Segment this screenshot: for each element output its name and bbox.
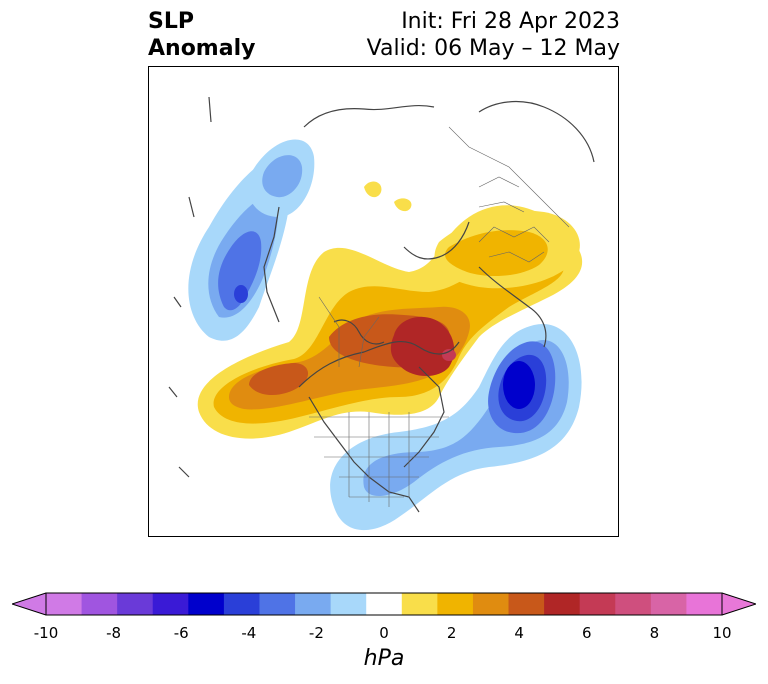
colorbar-outline: [45, 592, 723, 616]
colorbar-tick-label: -8: [106, 624, 122, 642]
colorbar-segment: [650, 593, 687, 615]
colorbar-tick-label: -6: [173, 624, 189, 642]
colorbar-segment: [544, 593, 581, 615]
colorbar-segment: [259, 593, 296, 615]
colorbar-segment: [615, 593, 652, 615]
colorbar-segment: [117, 593, 154, 615]
colorbar: [12, 592, 756, 616]
colorbar-tick-label: 6: [582, 624, 592, 642]
positive-anomaly-arctic: [197, 181, 583, 439]
valid-range: Valid: 06 May – 12 May: [366, 36, 620, 61]
colorbar-segment: [152, 593, 189, 615]
anomaly-map: [148, 66, 619, 537]
init-date: Init: Fri 28 Apr 2023: [401, 9, 620, 34]
colorbar-segment: [579, 593, 616, 615]
colorbar-segment: [472, 593, 510, 615]
map-title: SLP Anomaly: [148, 8, 255, 62]
title-variable-line1: SLP: [148, 9, 194, 34]
colorbar-segment: [508, 593, 545, 615]
map-svg: [168, 96, 595, 531]
colorbar-tick-label: 2: [446, 624, 457, 642]
forecast-dates: Init: Fri 28 Apr 2023 Valid: 06 May – 12…: [367, 8, 620, 62]
colorbar-tick-label: 8: [649, 624, 660, 642]
negative-anomaly-pacific: [188, 139, 315, 341]
colorbar-segment: [188, 593, 225, 615]
colorbar-segment: [295, 593, 332, 615]
colorbar-tick-label: -4: [241, 624, 257, 642]
colorbar-segment: [330, 593, 367, 615]
title-variable-line2: Anomaly: [148, 36, 256, 61]
colorbar-tick-label: -2: [308, 624, 324, 642]
colorbar-tick-label: 10: [712, 624, 732, 642]
colorbar-segment: [223, 593, 260, 615]
colorbar-tick-label: 0: [379, 624, 389, 642]
colorbar-under-arrow: [12, 593, 46, 615]
colorbar-tick-label: -10: [33, 624, 59, 642]
colorbar-units: hPa: [363, 646, 405, 671]
colorbar-tick-label: 4: [514, 624, 524, 642]
colorbar-segment: [686, 593, 723, 615]
colorbar-segment: [366, 593, 403, 615]
colorbar-segments: [46, 593, 723, 615]
colorbar-over-arrow: [722, 593, 756, 615]
colorbar-segment: [437, 593, 474, 615]
colorbar-segment: [46, 593, 83, 615]
colorbar-segment: [81, 593, 118, 615]
colorbar-segment: [401, 593, 438, 615]
political-borders: [309, 126, 570, 507]
coastlines: [168, 96, 595, 513]
